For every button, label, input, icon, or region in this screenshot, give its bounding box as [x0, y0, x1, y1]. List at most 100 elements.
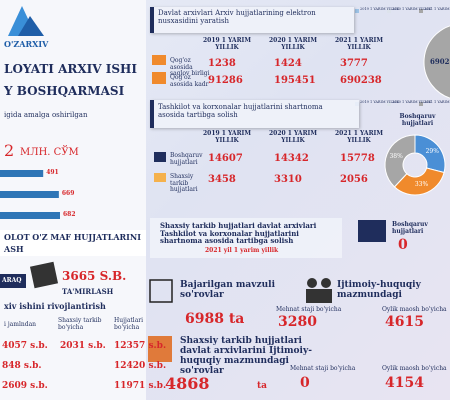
icon	[152, 55, 166, 65]
row-label: Qog'oz asosida kadr	[170, 74, 209, 88]
col-header: Shaxsiy tarkib bo'yicha	[58, 317, 102, 331]
col-header: i jamlndan	[4, 321, 37, 328]
caption: Oylik maosh bo'yicha	[382, 365, 447, 372]
cell: 1424	[274, 58, 302, 69]
cell: 4057 s.b.	[2, 341, 48, 351]
legend-label: 2019 1 YARIM YILLIK	[360, 100, 399, 104]
cell: 2609 s.b.	[2, 381, 48, 391]
section-header	[150, 100, 359, 128]
cell: 3458	[208, 174, 236, 185]
cell: 12420 s.b.	[114, 361, 167, 371]
col-header: 2020 1 YARIM YILLIK	[268, 37, 318, 51]
unit: ta	[257, 381, 267, 391]
cell: 848 s.b.	[2, 361, 42, 371]
col-header: 2019 1 YARIM YILLIK	[202, 37, 252, 51]
icon	[307, 278, 317, 288]
cell: 11971 s.b.	[114, 381, 167, 391]
subtitle: igida amalga oshirilgan	[4, 111, 88, 119]
legend-swatch	[387, 102, 391, 106]
bar	[0, 212, 60, 219]
section-title: Shaxsiy tarkib hujjatlari davlat arxivla…	[160, 221, 317, 246]
logo-text: O'ZARXIV	[4, 39, 49, 49]
cell: 15778	[340, 153, 375, 164]
bar-label: 682	[63, 211, 76, 218]
row-label: Shaxsiy tarkib hujjatlari	[170, 173, 198, 194]
caption: Mehnat staji bo'yicha	[290, 365, 356, 372]
caption: TA'MIRLASH	[62, 287, 114, 296]
value: 3280	[278, 314, 317, 330]
donut-label: 38%	[389, 153, 403, 161]
donut-label: 29%	[425, 148, 439, 156]
caption: Oylik maosh bo'yicha	[382, 306, 447, 313]
legend-swatch	[419, 102, 423, 106]
label: Boshqaruv hujjatlari	[392, 221, 428, 235]
budget-unit: МЛН. СЎМ	[20, 147, 79, 158]
col-header: Hujjatlari bo'yicha	[114, 317, 144, 331]
heading: xiv ishini rivojlantirish	[4, 301, 106, 311]
bar	[0, 191, 59, 198]
col-header: 2021 1 YARIM YILLIK	[334, 130, 384, 144]
cell: 3777	[340, 58, 368, 69]
pie-slice	[423, 25, 450, 99]
icon	[148, 336, 172, 362]
heading: ASH	[4, 244, 24, 254]
legend-swatch	[419, 9, 423, 13]
cell: 14342	[274, 153, 309, 164]
donut-title: Boshqaruv hujjatlari	[399, 113, 436, 127]
cell: 3310	[274, 174, 302, 185]
label: Shaxsiy tarkib hujjatlari davlat arxivla…	[180, 336, 312, 376]
cell: 12357 s.b.	[114, 341, 167, 351]
heading: OLOT O'Z MAF HUJJATLARINI	[4, 232, 141, 242]
pie-slice	[393, 167, 445, 196]
bar-label: 669	[61, 190, 75, 197]
bar	[0, 170, 44, 177]
value: 4154	[385, 375, 424, 391]
col-header: 2019 1 YARIM YILLIK	[202, 130, 252, 144]
cell: 14607	[208, 153, 243, 164]
icon	[358, 220, 386, 242]
title: Y BOSHQARMASI	[4, 84, 125, 98]
legend-label: 2021 1 YARIM YILLIK	[424, 7, 450, 11]
section-title: Davlat arxivlari Arxiv hujjatlarining el…	[158, 9, 316, 25]
col-header: 2020 1 YARIM YILLIK	[268, 130, 318, 144]
cell: 2056	[340, 174, 368, 185]
pie-slice	[384, 134, 416, 188]
section-header	[150, 7, 354, 33]
legend-label: 2020 1 YARIM YILLIK	[392, 7, 431, 11]
value: 6988 ta	[185, 311, 245, 327]
caption: Mehnat staji bo'yicha	[276, 306, 342, 313]
row-label: Boshqaruv hujjatlari	[170, 152, 203, 166]
value: 4615	[385, 314, 424, 330]
icon	[306, 289, 332, 303]
cell: 2031 s.b.	[60, 341, 106, 351]
bar-label: 491	[46, 169, 59, 176]
row-label: Qog'oz asosida saqlov birligi	[170, 57, 210, 78]
label: Ijtimoiy-huquqiy mazmundagi	[337, 280, 421, 300]
value: 0	[300, 375, 310, 391]
legend-label: 2021 1 YARIM YILLIK	[424, 100, 450, 104]
cell: 690238	[340, 75, 382, 86]
box	[150, 218, 342, 258]
legend-label: 2019 1 YARIM YILLIK	[360, 7, 399, 11]
title: LOYATI ARXIV ISHI	[4, 62, 137, 76]
icon	[154, 173, 166, 182]
left-panel	[0, 0, 146, 400]
pie-label: 690238	[430, 57, 450, 66]
legend-swatch	[387, 9, 391, 13]
logo-mark	[18, 16, 44, 36]
value: 0	[398, 237, 408, 253]
label: Bajarilgan mavzuli so'rovlar	[180, 280, 275, 300]
book-icon	[29, 261, 59, 289]
legend-label: 2020 1 YARIM YILLIK	[392, 100, 431, 104]
tag: ARAQ	[2, 277, 22, 284]
icon	[154, 152, 166, 162]
legend-swatch	[355, 9, 359, 13]
value: 3665 S.B.	[62, 269, 127, 283]
budget-value: 2	[4, 141, 15, 160]
icon	[321, 278, 331, 288]
col-header: 2021 1 YARIM YILLIK	[334, 37, 384, 51]
donut-label: 33%	[414, 181, 429, 189]
period: 2021 yil 1 yarim yillik	[205, 247, 279, 254]
